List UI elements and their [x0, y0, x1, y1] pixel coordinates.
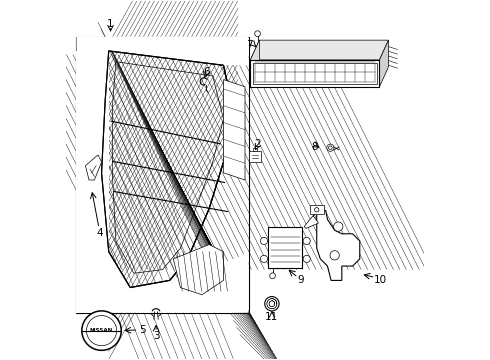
Circle shape: [334, 222, 343, 231]
Polygon shape: [112, 62, 223, 273]
Text: NISSAN: NISSAN: [90, 328, 113, 333]
Polygon shape: [76, 51, 109, 313]
Polygon shape: [250, 40, 389, 60]
Circle shape: [330, 251, 339, 260]
Text: 2: 2: [254, 139, 261, 149]
Polygon shape: [304, 209, 320, 228]
Bar: [269, 226, 302, 268]
Polygon shape: [317, 211, 360, 280]
Text: 7: 7: [246, 40, 253, 50]
Polygon shape: [173, 244, 223, 295]
Bar: [253, 63, 377, 84]
Polygon shape: [85, 155, 101, 180]
Polygon shape: [379, 40, 389, 87]
Circle shape: [260, 237, 268, 244]
Text: 10: 10: [374, 275, 387, 285]
Circle shape: [270, 273, 275, 279]
Polygon shape: [223, 80, 245, 180]
Bar: [76, 37, 248, 313]
Bar: [250, 60, 379, 87]
Text: 11: 11: [265, 312, 278, 322]
Text: 1: 1: [107, 19, 114, 29]
Polygon shape: [76, 244, 248, 313]
Circle shape: [303, 237, 310, 244]
Polygon shape: [76, 37, 248, 65]
Circle shape: [329, 146, 332, 149]
Text: 8: 8: [312, 141, 318, 152]
Circle shape: [265, 297, 279, 311]
Bar: [253, 148, 257, 151]
Text: 9: 9: [297, 275, 304, 285]
Bar: [310, 205, 324, 214]
Circle shape: [327, 144, 334, 151]
Circle shape: [260, 255, 268, 262]
Text: 5: 5: [140, 325, 146, 335]
Text: 4: 4: [97, 228, 103, 238]
Circle shape: [303, 255, 310, 262]
Text: 3: 3: [153, 331, 159, 341]
Circle shape: [87, 316, 117, 346]
Polygon shape: [250, 40, 259, 87]
Bar: [249, 151, 261, 162]
Circle shape: [255, 31, 260, 37]
Circle shape: [82, 311, 122, 350]
Circle shape: [315, 208, 319, 212]
Text: 6: 6: [203, 67, 210, 77]
Polygon shape: [101, 51, 234, 288]
